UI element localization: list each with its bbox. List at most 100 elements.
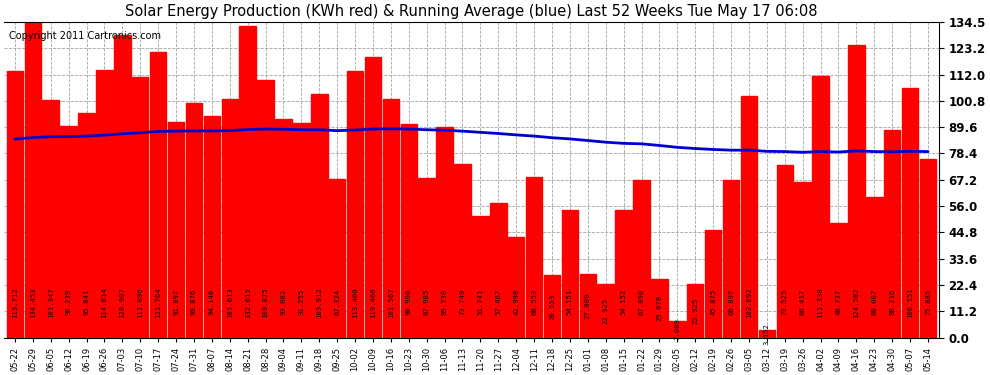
Bar [401,124,417,338]
Text: 91.255: 91.255 [298,289,304,315]
Text: 75.885: 75.885 [925,289,931,315]
Bar [616,210,632,338]
Text: 90.239: 90.239 [65,289,71,315]
Bar [132,76,148,338]
Text: 60.007: 60.007 [871,289,877,315]
Bar [96,70,113,338]
Text: 132.615: 132.615 [245,287,250,318]
Text: 113.712: 113.712 [12,287,18,318]
Bar [634,180,649,338]
Text: 73.525: 73.525 [782,289,788,315]
Bar [222,99,238,338]
Bar [311,93,328,338]
Bar [25,22,41,338]
Bar [579,274,596,338]
Bar [598,284,614,338]
Bar [758,330,775,338]
Bar [149,52,166,338]
Bar [168,122,184,338]
Text: 3.152: 3.152 [764,323,770,345]
Bar [741,96,757,338]
Text: 67.985: 67.985 [424,289,430,315]
Bar [329,180,346,338]
Text: 54.152: 54.152 [621,289,627,315]
Bar [776,165,793,338]
Text: 111.330: 111.330 [818,287,824,318]
Text: Copyright 2011 Cartronics.com: Copyright 2011 Cartronics.com [9,31,160,41]
Title: Solar Energy Production (KWh red) & Running Average (blue) Last 52 Weeks Tue May: Solar Energy Production (KWh red) & Runn… [125,4,818,19]
Text: 91.897: 91.897 [173,289,179,315]
Text: 109.875: 109.875 [262,287,268,318]
Bar [472,216,489,338]
Bar [60,126,77,338]
Text: 27.009: 27.009 [585,293,591,319]
Text: 113.460: 113.460 [352,287,358,318]
Text: 99.876: 99.876 [191,289,197,315]
Text: 114.014: 114.014 [101,287,108,318]
Bar [866,196,882,338]
Text: 22.925: 22.925 [692,297,698,324]
Text: 103.912: 103.912 [316,287,323,318]
Bar [490,202,507,338]
Text: 73.749: 73.749 [459,289,465,315]
Bar [240,26,255,338]
Bar [275,119,292,338]
Text: 66.897: 66.897 [728,289,734,315]
Bar [186,103,202,338]
Text: 7.009: 7.009 [674,318,680,340]
Text: 25.078: 25.078 [656,295,662,321]
Text: 95.841: 95.841 [83,289,89,315]
Text: 68.553: 68.553 [531,289,538,315]
Bar [437,127,452,338]
Bar [561,210,578,338]
Bar [705,230,722,338]
Bar [920,159,937,338]
Text: 48.737: 48.737 [836,289,842,315]
Text: 111.096: 111.096 [138,287,144,318]
Text: 106.151: 106.151 [907,287,913,318]
Bar [526,177,543,338]
Bar [794,182,811,338]
Text: 101.613: 101.613 [227,287,233,318]
Text: 67.324: 67.324 [335,289,341,315]
Bar [43,100,59,338]
Bar [813,76,829,338]
Bar [902,88,919,338]
Bar [78,112,95,338]
Bar [114,35,131,338]
Text: 128.907: 128.907 [120,287,126,318]
Bar [651,279,667,338]
Text: 90.900: 90.900 [406,289,412,315]
Bar [831,223,846,338]
Bar [204,117,220,338]
Bar [723,180,740,338]
Text: 57.467: 57.467 [495,289,501,315]
Bar [419,178,435,338]
Text: 124.582: 124.582 [853,287,859,318]
Bar [848,45,864,338]
Bar [293,123,310,338]
Bar [364,57,381,338]
Bar [7,70,23,338]
Bar [544,275,560,338]
Text: 101.567: 101.567 [388,287,394,318]
Text: 88.216: 88.216 [889,289,895,315]
Text: 121.764: 121.764 [155,287,161,318]
Bar [669,321,686,338]
Bar [687,284,704,338]
Text: 89.730: 89.730 [442,289,447,315]
Text: 119.460: 119.460 [370,287,376,318]
Text: 67.090: 67.090 [639,289,644,315]
Bar [257,80,274,338]
Text: 26.553: 26.553 [549,293,555,320]
Text: 101.347: 101.347 [48,287,53,318]
Text: 134.453: 134.453 [30,287,36,318]
Text: 42.998: 42.998 [513,289,519,315]
Text: 93.082: 93.082 [280,289,286,315]
Bar [383,99,399,338]
Text: 94.146: 94.146 [209,289,215,315]
Text: 66.417: 66.417 [800,289,806,315]
Bar [884,130,901,338]
Text: 22.925: 22.925 [603,297,609,324]
Bar [454,164,470,338]
